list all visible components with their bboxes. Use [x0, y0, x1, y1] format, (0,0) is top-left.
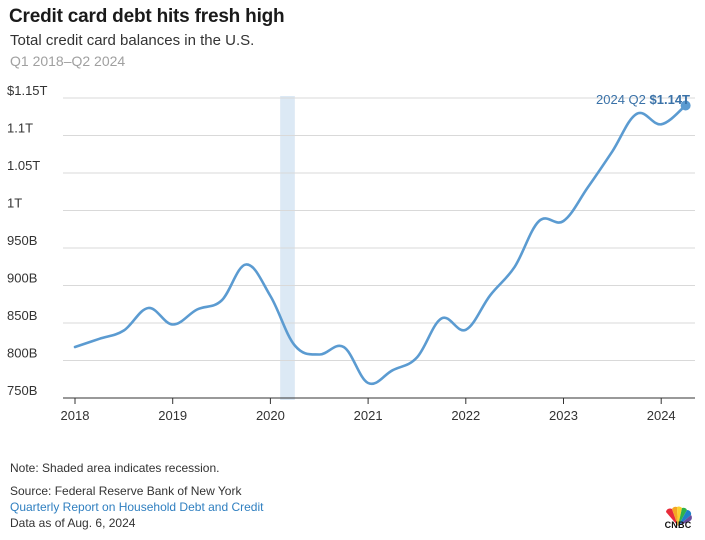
x-tick-label: 2018 [61, 408, 90, 423]
x-tick-label: 2022 [451, 408, 480, 423]
cnbc-logo: CNBC [664, 520, 692, 530]
y-tick-label: 1.1T [7, 121, 33, 136]
footer-source-link[interactable]: Quarterly Report on Household Debt and C… [10, 500, 264, 514]
series-line [73, 104, 687, 386]
x-tick-label: 2024 [647, 408, 676, 423]
annotation-period: 2024 Q2 [596, 92, 650, 107]
chart-footer: Note: Shaded area indicates recession. S… [10, 460, 263, 531]
chart-title: Credit card debt hits fresh high [9, 6, 285, 27]
footer-source: Source: Federal Reserve Bank of New York [10, 484, 242, 498]
footer-note: Note: Shaded area indicates recession. [10, 461, 220, 475]
footer-date: Data as of Aug. 6, 2024 [10, 516, 136, 530]
x-tick-label: 2021 [354, 408, 383, 423]
x-tick-label: 2019 [158, 408, 187, 423]
y-tick-label: 1.05T [7, 158, 40, 173]
y-tick-label: 850B [7, 308, 37, 323]
y-tick-label: 900B [7, 271, 37, 286]
y-tick-label: $1.15T [7, 83, 48, 98]
peacock-icon [666, 506, 692, 526]
chart-subtitle: Total credit card balances in the U.S. [10, 32, 255, 49]
latest-value-annotation: 2024 Q2 $1.14T [596, 92, 690, 107]
latest-point-marker [680, 100, 691, 111]
y-tick-label: 750B [7, 383, 37, 398]
x-tick-label: 2020 [256, 408, 285, 423]
y-tick-label: 950B [7, 233, 37, 248]
line-chart: 750B 800B 850B 900B 950B 1T 1.05T 1.1T $1.15T 201… [7, 83, 695, 423]
y-tick-label: 800B [7, 346, 37, 361]
chart-date-range: Q1 2018–Q2 2024 [10, 53, 126, 69]
annotation-value: $1.14T [650, 92, 691, 107]
y-tick-label: 1T [7, 196, 22, 211]
x-tick-label: 2023 [549, 408, 578, 423]
